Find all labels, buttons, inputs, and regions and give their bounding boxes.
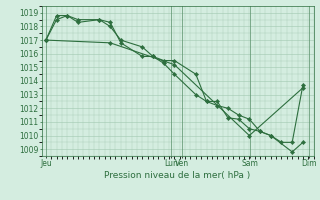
X-axis label: Pression niveau de la mer( hPa ): Pression niveau de la mer( hPa ) [104, 171, 251, 180]
